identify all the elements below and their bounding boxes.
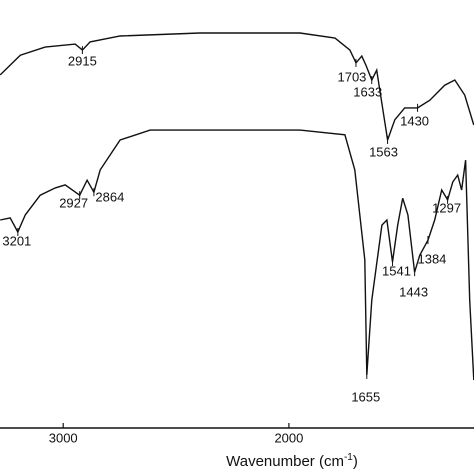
peak-label: 1633 <box>353 84 382 99</box>
x-tick-label: 3000 <box>49 430 78 445</box>
peak-label: 1430 <box>400 113 429 128</box>
peak-label: 2927 <box>59 196 88 211</box>
peak-label: 1655 <box>351 389 380 404</box>
peak-label: 1443 <box>399 285 428 300</box>
peak-label: 1384 <box>417 252 446 267</box>
spectrum-line <box>0 129 474 381</box>
peak-label: 2864 <box>95 190 124 205</box>
peak-label: 3201 <box>2 233 31 248</box>
peak-label: 2915 <box>68 54 97 69</box>
x-axis-label: Wavenumber (cm-1) <box>226 452 358 470</box>
peak-label: 1563 <box>369 144 398 159</box>
peak-label: 1297 <box>432 200 461 215</box>
peak-label: 1541 <box>382 263 411 278</box>
x-tick-label: 2000 <box>274 430 303 445</box>
peak-label: 1703 <box>337 69 366 84</box>
